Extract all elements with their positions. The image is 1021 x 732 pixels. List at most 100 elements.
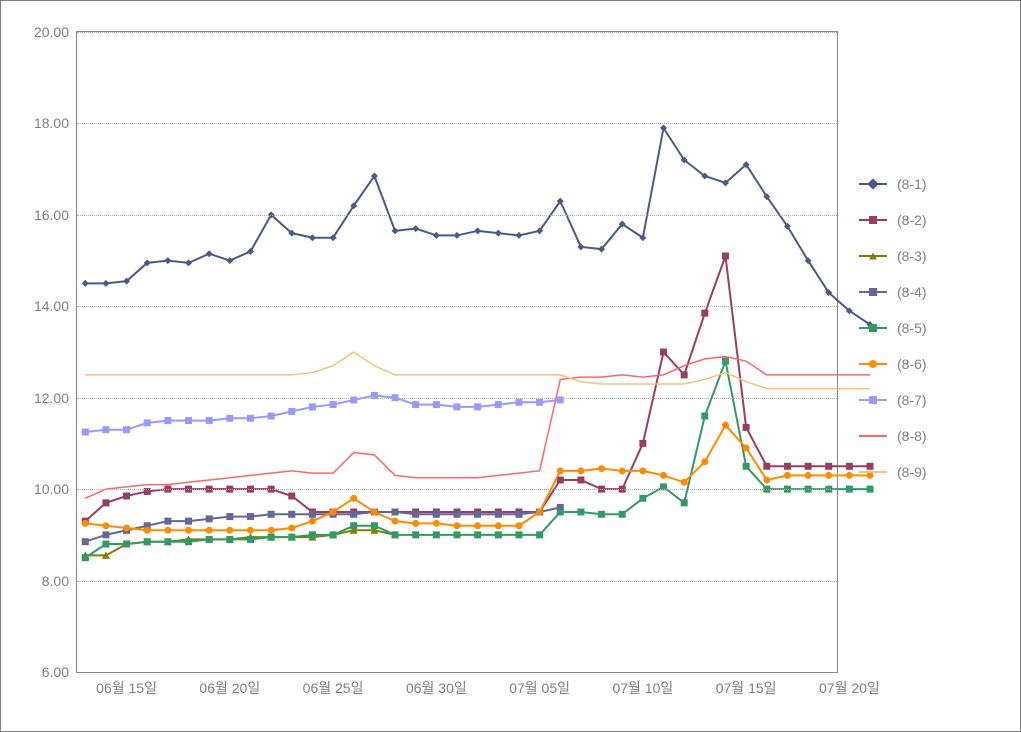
legend-label: (8-7) [897,392,927,408]
legend-swatch [859,471,887,473]
series-marker-8-5 [722,358,729,365]
legend-label: (8-9) [897,464,927,480]
series-marker-8-2 [722,253,729,260]
series-marker-8-6 [639,467,646,474]
series-marker-8-6 [350,495,357,502]
series-marker-8-1 [82,280,89,287]
series-marker-8-2 [639,440,646,447]
series-marker-8-6 [805,472,812,479]
y-tick-label: 10.00 [34,481,77,497]
series-marker-8-6 [763,477,770,484]
series-marker-8-6 [268,527,275,534]
series-marker-8-5 [268,534,275,541]
legend-label: (8-2) [897,212,927,228]
chart-container: 6.008.0010.0012.0014.0016.0018.0020.0006… [0,0,1021,732]
y-gridline [77,489,837,490]
series-marker-8-2 [288,493,295,500]
series-marker-8-1 [495,230,502,237]
series-marker-8-6 [598,465,605,472]
series-marker-8-5 [102,541,109,548]
square-icon [869,216,877,224]
series-marker-8-6 [846,472,853,479]
series-marker-8-6 [701,458,708,465]
series-marker-8-5 [206,536,213,543]
series-marker-8-5 [536,531,543,538]
series-marker-8-5 [144,538,151,545]
legend: (8-1)(8-2)(8-3)(8-4)(8-5)(8-6)(8-7)(8-8)… [859,176,927,500]
series-marker-8-2 [701,310,708,317]
series-marker-8-5 [412,531,419,538]
series-marker-8-2 [102,499,109,506]
x-tick-label: 06월 20일 [199,672,260,698]
series-marker-8-7 [82,429,89,436]
series-marker-8-1 [226,257,233,264]
series-marker-8-6 [164,527,171,534]
series-marker-8-2 [805,463,812,470]
y-gridline [77,32,837,33]
series-marker-8-6 [102,522,109,529]
x-tick-label: 07월 20일 [819,672,880,698]
series-marker-8-6 [433,520,440,527]
series-marker-8-6 [681,479,688,486]
legend-item-8-9: (8-9) [859,464,927,480]
x-tick-label: 06월 30일 [406,672,467,698]
series-marker-8-6 [536,509,543,516]
circle-icon [869,360,877,368]
series-marker-8-5 [330,531,337,538]
legend-item-8-5: (8-5) [859,320,927,336]
series-marker-8-1 [102,280,109,287]
series-marker-8-6 [288,525,295,532]
series-marker-8-4 [102,531,109,538]
legend-swatch [859,183,887,185]
square-icon [869,396,877,404]
legend-label: (8-6) [897,356,927,372]
series-marker-8-6 [330,509,337,516]
series-marker-8-5 [474,531,481,538]
series-marker-8-2 [846,463,853,470]
series-marker-8-5 [247,536,254,543]
series-marker-8-2 [743,424,750,431]
series-marker-8-2 [763,463,770,470]
series-marker-8-1 [412,225,419,232]
series-marker-8-2 [825,463,832,470]
series-marker-8-1 [392,227,399,234]
series-marker-8-6 [144,527,151,534]
series-marker-8-4 [247,513,254,520]
series-marker-8-4 [495,511,502,518]
legend-item-8-8: (8-8) [859,428,927,444]
series-marker-8-2 [577,477,584,484]
legend-swatch [859,399,887,401]
series-marker-8-6 [577,467,584,474]
series-marker-8-2 [123,493,130,500]
series-marker-8-4 [268,511,275,518]
series-marker-8-5 [433,531,440,538]
plot-svg [77,32,837,672]
series-marker-8-4 [164,518,171,525]
series-marker-8-6 [309,518,316,525]
series-marker-8-5 [454,531,461,538]
series-marker-8-4 [454,511,461,518]
legend-swatch [859,435,887,437]
series-marker-8-6 [474,522,481,529]
series-marker-8-4 [433,511,440,518]
series-line-8-1 [85,128,870,325]
series-marker-8-4 [474,511,481,518]
series-marker-8-5 [185,538,192,545]
series-marker-8-7 [515,399,522,406]
series-marker-8-6 [226,527,233,534]
series-marker-8-6 [392,518,399,525]
series-marker-8-5 [495,531,502,538]
series-marker-8-7 [164,417,171,424]
x-tick-label: 07월 15일 [716,672,777,698]
series-marker-8-5 [392,531,399,538]
series-marker-8-4 [515,511,522,518]
series-marker-8-6 [123,525,130,532]
series-marker-8-5 [598,511,605,518]
legend-item-8-1: (8-1) [859,176,927,192]
series-marker-8-6 [82,520,89,527]
series-marker-8-5 [164,538,171,545]
plot-area: 6.008.0010.0012.0014.0016.0018.0020.0006… [76,31,838,673]
legend-item-8-3: (8-3) [859,248,927,264]
series-marker-8-5 [557,509,564,516]
series-marker-8-6 [371,509,378,516]
